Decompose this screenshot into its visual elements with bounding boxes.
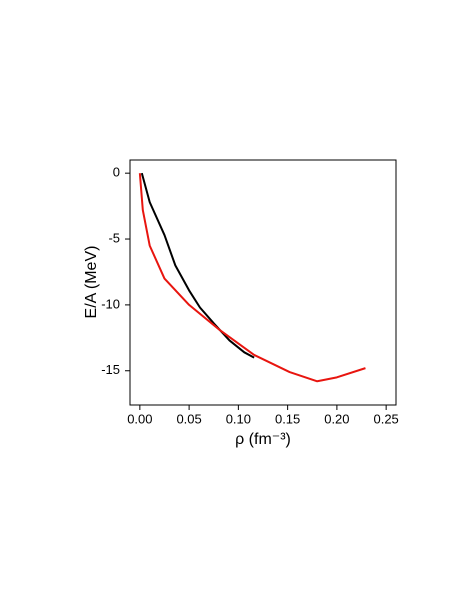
x-axis-title: ρ (fm⁻³) xyxy=(235,431,291,448)
x-tick-label: 0.20 xyxy=(324,411,349,426)
line-series xyxy=(140,172,255,359)
plot-frame xyxy=(129,159,397,406)
y-tick-label: -15 xyxy=(101,362,120,377)
y-tick-label: -10 xyxy=(101,296,120,311)
y-tick-label: -5 xyxy=(108,230,120,245)
y-axis-title: E/A (MeV) xyxy=(83,246,100,319)
y-tick-label: 0 xyxy=(113,165,120,180)
x-tick-label: 0.25 xyxy=(373,411,398,426)
x-tick-label: 0.05 xyxy=(176,411,201,426)
x-tick-label: 0.10 xyxy=(226,411,251,426)
line-series xyxy=(138,173,366,383)
x-tick-label: 0.15 xyxy=(275,411,300,426)
x-tick-label: 0.00 xyxy=(127,411,152,426)
